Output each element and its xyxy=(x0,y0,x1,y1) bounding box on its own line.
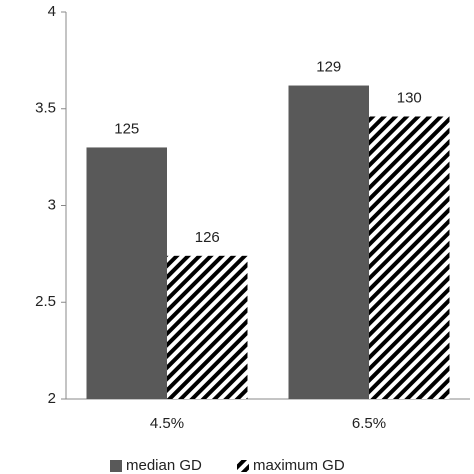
bar xyxy=(288,85,369,399)
bar xyxy=(369,116,450,400)
y-tick-label: 2 xyxy=(48,390,56,407)
y-tick-label: 3 xyxy=(48,196,56,213)
data-label: 126 xyxy=(195,229,220,246)
x-tick-label: 4.5% xyxy=(150,415,184,432)
legend-swatch xyxy=(110,460,122,472)
legend-label: maximum GD xyxy=(253,457,345,474)
bar xyxy=(167,255,248,399)
x-tick-label: 6.5% xyxy=(352,415,386,432)
y-tick-label: 2.5 xyxy=(35,293,56,310)
y-tick-label: 3.5 xyxy=(35,100,56,117)
data-label: 125 xyxy=(114,120,139,137)
legend-label: median GD xyxy=(126,457,202,474)
data-label: 129 xyxy=(316,58,341,75)
data-label: 130 xyxy=(397,89,422,106)
y-tick-label: 4 xyxy=(48,3,56,20)
legend-swatch xyxy=(237,460,249,472)
bar xyxy=(86,147,167,399)
